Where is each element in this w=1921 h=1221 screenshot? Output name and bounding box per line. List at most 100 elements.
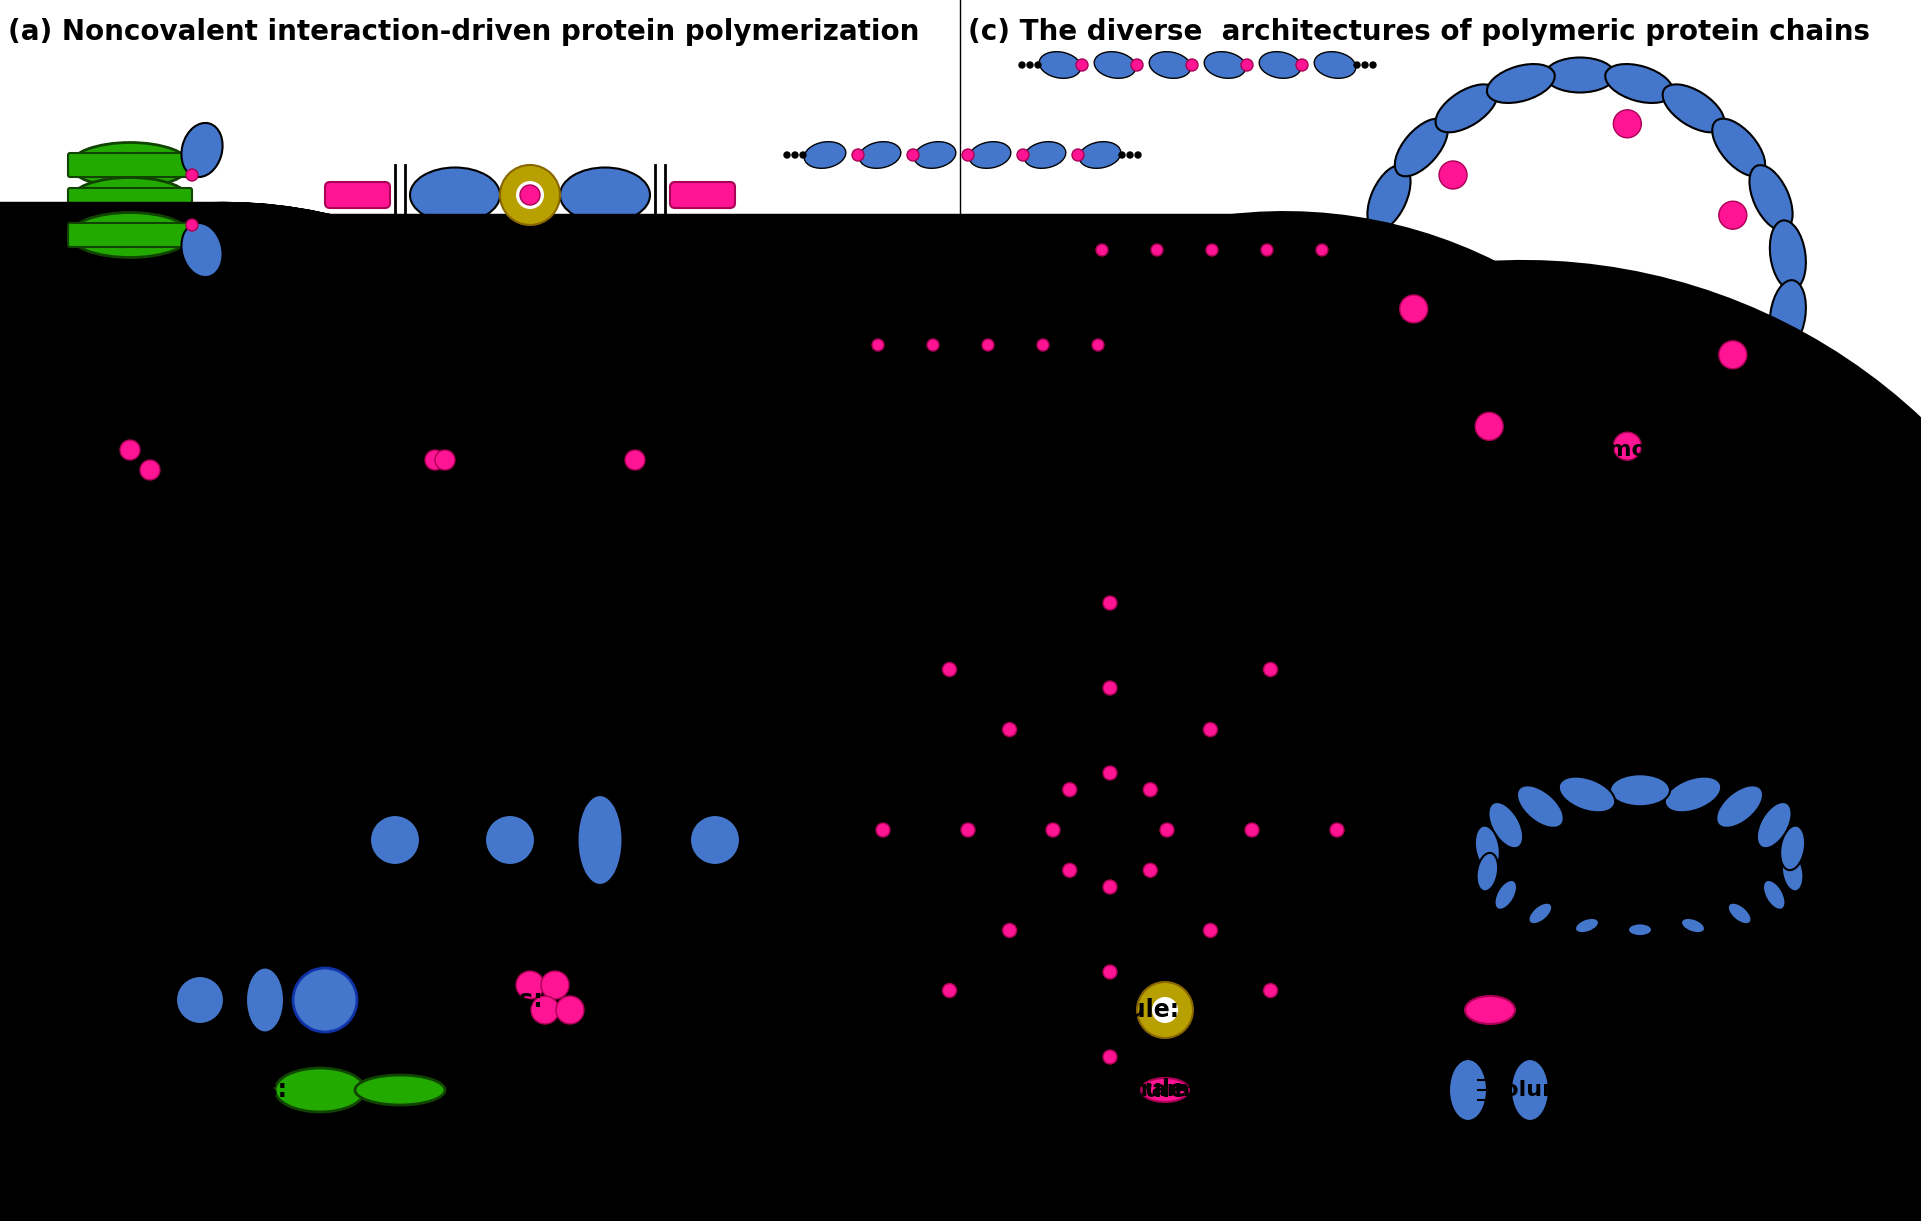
Ellipse shape: [934, 332, 976, 358]
Wedge shape: [546, 415, 636, 505]
Circle shape: [1397, 842, 1402, 849]
Circle shape: [1076, 59, 1087, 71]
Circle shape: [1404, 842, 1410, 849]
Circle shape: [1003, 923, 1016, 938]
Circle shape: [1091, 339, 1105, 350]
Ellipse shape: [1354, 220, 1391, 289]
Ellipse shape: [1224, 237, 1266, 264]
Ellipse shape: [1783, 853, 1804, 891]
Circle shape: [776, 838, 784, 842]
Circle shape: [743, 676, 749, 683]
Circle shape: [876, 1016, 882, 1022]
Circle shape: [868, 1016, 874, 1022]
Circle shape: [1130, 530, 1135, 536]
Circle shape: [1614, 110, 1641, 138]
Circle shape: [1114, 530, 1120, 536]
Ellipse shape: [1268, 628, 1312, 672]
Ellipse shape: [690, 814, 740, 864]
Circle shape: [1101, 1125, 1106, 1131]
Ellipse shape: [1662, 437, 1725, 486]
Circle shape: [1003, 723, 1016, 736]
Ellipse shape: [1606, 466, 1673, 505]
Circle shape: [897, 1038, 903, 1044]
Ellipse shape: [1758, 802, 1792, 849]
Circle shape: [1055, 247, 1060, 253]
Ellipse shape: [907, 988, 951, 1033]
Text: PPIs:: PPIs:: [1341, 1078, 1406, 1103]
Ellipse shape: [1681, 918, 1706, 933]
Ellipse shape: [1750, 339, 1792, 405]
Circle shape: [1103, 766, 1116, 780]
Ellipse shape: [805, 142, 845, 168]
Circle shape: [918, 596, 924, 602]
Circle shape: [943, 983, 957, 998]
Text: Metal ions:: Metal ions:: [396, 988, 542, 1012]
Circle shape: [140, 460, 159, 480]
Ellipse shape: [69, 212, 190, 258]
Circle shape: [897, 617, 903, 623]
Circle shape: [1130, 530, 1135, 536]
Ellipse shape: [1529, 902, 1552, 924]
Circle shape: [517, 971, 544, 999]
Ellipse shape: [1591, 821, 1690, 860]
Circle shape: [1018, 62, 1026, 68]
Ellipse shape: [1204, 51, 1247, 78]
Circle shape: [1106, 1125, 1112, 1131]
Circle shape: [1314, 1048, 1322, 1054]
Circle shape: [307, 838, 313, 842]
Circle shape: [624, 451, 645, 470]
FancyBboxPatch shape: [1589, 720, 1690, 759]
Ellipse shape: [1558, 777, 1616, 812]
Text: branched supramolecular
polymer: branched supramolecular polymer: [970, 1081, 1291, 1123]
Ellipse shape: [1435, 84, 1496, 132]
Ellipse shape: [1170, 237, 1210, 264]
Ellipse shape: [275, 1068, 365, 1112]
Circle shape: [872, 339, 884, 350]
Circle shape: [1122, 530, 1128, 536]
Ellipse shape: [997, 814, 1053, 845]
Ellipse shape: [1141, 1078, 1189, 1103]
Circle shape: [926, 596, 932, 602]
Circle shape: [186, 219, 198, 231]
Circle shape: [1078, 1125, 1083, 1131]
Circle shape: [1091, 1125, 1099, 1131]
Text: interprotein interactions: interprotein interactions: [390, 535, 701, 556]
Circle shape: [914, 606, 922, 612]
Ellipse shape: [859, 142, 901, 168]
Ellipse shape: [1095, 51, 1135, 78]
Ellipse shape: [50, 814, 100, 864]
Circle shape: [1412, 842, 1418, 849]
Circle shape: [1329, 823, 1345, 838]
Ellipse shape: [52, 392, 117, 458]
Ellipse shape: [968, 928, 1012, 972]
Circle shape: [1068, 1125, 1076, 1131]
Circle shape: [818, 812, 824, 818]
Circle shape: [1143, 863, 1156, 878]
Circle shape: [982, 339, 993, 350]
Ellipse shape: [1208, 687, 1252, 731]
Circle shape: [555, 996, 584, 1024]
Ellipse shape: [1149, 747, 1193, 792]
Ellipse shape: [409, 167, 499, 222]
Ellipse shape: [1544, 57, 1616, 93]
Ellipse shape: [1354, 280, 1391, 349]
Text: Host molecule:: Host molecule:: [980, 998, 1179, 1022]
FancyBboxPatch shape: [67, 188, 192, 212]
Ellipse shape: [1368, 165, 1410, 231]
Circle shape: [1614, 432, 1641, 460]
Circle shape: [1203, 723, 1218, 736]
Circle shape: [960, 823, 976, 838]
Circle shape: [1099, 1125, 1105, 1131]
Text: n: n: [582, 679, 592, 697]
Circle shape: [799, 151, 807, 158]
Ellipse shape: [1591, 861, 1690, 899]
Circle shape: [1203, 923, 1218, 938]
Circle shape: [1135, 151, 1141, 158]
FancyBboxPatch shape: [67, 153, 192, 177]
Circle shape: [309, 676, 315, 683]
Circle shape: [1316, 244, 1327, 256]
Ellipse shape: [1279, 237, 1322, 264]
Ellipse shape: [492, 635, 547, 725]
Circle shape: [1106, 530, 1112, 536]
Text: Proteins:: Proteins:: [15, 988, 136, 1012]
